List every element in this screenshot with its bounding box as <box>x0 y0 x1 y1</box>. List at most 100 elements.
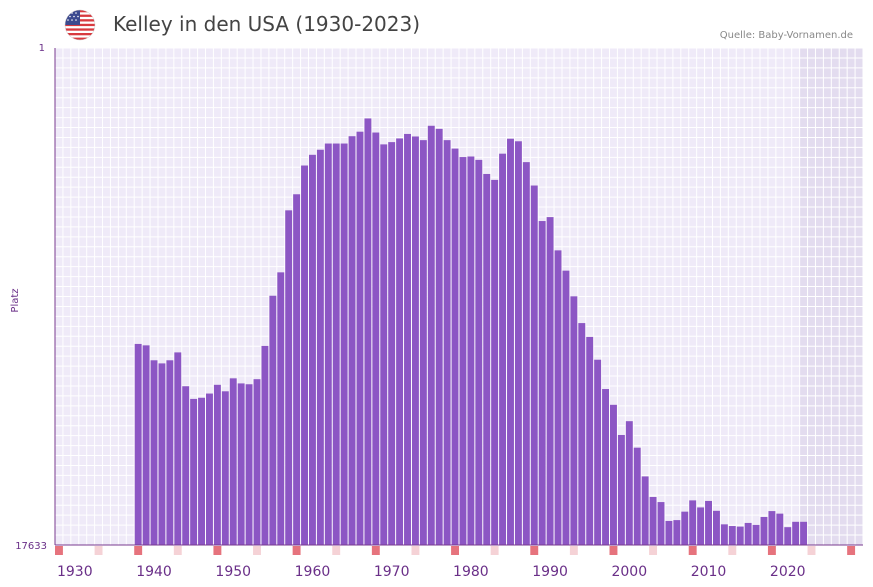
bar <box>308 154 316 545</box>
bar <box>800 521 808 545</box>
decade-marker <box>688 546 697 555</box>
bar <box>760 517 768 545</box>
bar <box>372 132 380 545</box>
bar <box>427 125 435 546</box>
bar <box>364 118 372 545</box>
x-tick-label: 2010 <box>691 564 727 580</box>
x-tick-label: 1980 <box>453 564 489 580</box>
bar <box>744 522 752 545</box>
half-decade-marker <box>649 546 658 555</box>
decade-marker <box>530 546 539 555</box>
bar <box>570 296 578 545</box>
bar <box>316 149 324 545</box>
bar <box>166 360 174 545</box>
page-title: Kelley in den USA (1930-2023) <box>113 12 421 36</box>
decade-marker <box>213 546 222 555</box>
x-tick-label: 1930 <box>57 564 93 580</box>
bar <box>768 511 776 545</box>
bar <box>507 138 514 545</box>
bar <box>752 524 760 545</box>
bar <box>625 421 633 545</box>
bar <box>150 360 158 545</box>
bar <box>554 250 562 546</box>
bar <box>530 185 538 546</box>
bar <box>301 165 308 545</box>
bar <box>633 447 641 545</box>
half-decade-marker <box>490 546 499 555</box>
y-tick-label-bottom: 17633 <box>15 541 47 552</box>
bar <box>602 389 610 545</box>
half-decade-marker <box>94 546 103 555</box>
bar <box>649 496 657 545</box>
bar <box>784 527 792 545</box>
bar <box>237 383 245 545</box>
decade-marker <box>451 546 459 555</box>
bar <box>277 272 285 545</box>
bar <box>245 384 253 545</box>
bar <box>578 323 586 545</box>
bar <box>697 507 705 545</box>
bar <box>435 128 443 545</box>
bar <box>776 513 784 545</box>
x-tick-label: 1990 <box>532 564 568 580</box>
half-decade-marker <box>569 546 578 555</box>
bar <box>182 386 190 545</box>
half-decade-marker <box>411 546 420 555</box>
bar <box>261 345 269 545</box>
x-tick-label: 1960 <box>295 564 331 580</box>
bar <box>324 143 332 546</box>
bar <box>617 434 625 545</box>
bar <box>269 295 277 545</box>
decade-marker <box>55 546 63 555</box>
x-tick-label: 2020 <box>770 564 806 580</box>
bar <box>792 521 800 545</box>
bar <box>229 378 237 545</box>
bar <box>475 159 483 545</box>
bar <box>491 179 499 545</box>
y-axis-label: Platz <box>10 288 21 312</box>
bar <box>388 142 396 546</box>
half-decade-marker <box>332 546 341 555</box>
bar <box>340 143 348 546</box>
decade-marker <box>767 546 776 555</box>
bar <box>158 363 166 545</box>
bar <box>419 140 427 545</box>
bar <box>134 343 142 545</box>
bar <box>610 404 617 545</box>
bar <box>641 476 649 545</box>
half-decade-marker <box>173 546 182 555</box>
x-tick-label: 1940 <box>136 564 172 580</box>
bar <box>720 524 728 545</box>
bar <box>546 217 554 545</box>
half-decade-marker <box>728 546 737 555</box>
bar <box>293 194 301 545</box>
decade-marker <box>292 546 301 555</box>
bar <box>198 397 206 545</box>
bar-series <box>134 118 808 546</box>
bar <box>221 391 229 545</box>
bar <box>499 153 507 546</box>
bar <box>206 393 213 545</box>
bar <box>190 398 198 545</box>
decade-marker <box>134 546 143 555</box>
bar <box>594 359 602 545</box>
bar <box>736 526 744 545</box>
x-tick-label: 1950 <box>215 564 251 580</box>
decade-markers <box>55 546 856 555</box>
decade-marker <box>847 546 856 555</box>
source-credit: Quelle: Baby-Vornamen.de <box>719 30 853 41</box>
bar <box>728 526 736 545</box>
bar <box>459 157 467 545</box>
half-decade-marker <box>253 546 261 555</box>
bar <box>562 270 570 545</box>
bar <box>348 136 356 545</box>
bar <box>396 138 404 546</box>
bar <box>451 148 459 546</box>
decade-marker <box>609 546 618 555</box>
bar <box>356 131 364 545</box>
bar <box>253 379 261 545</box>
x-tick-labels: 1930 1940 1950 1960 1970 1980 1990 2000 2010 2020 <box>57 564 806 580</box>
bar <box>657 502 665 545</box>
bar <box>467 156 475 545</box>
